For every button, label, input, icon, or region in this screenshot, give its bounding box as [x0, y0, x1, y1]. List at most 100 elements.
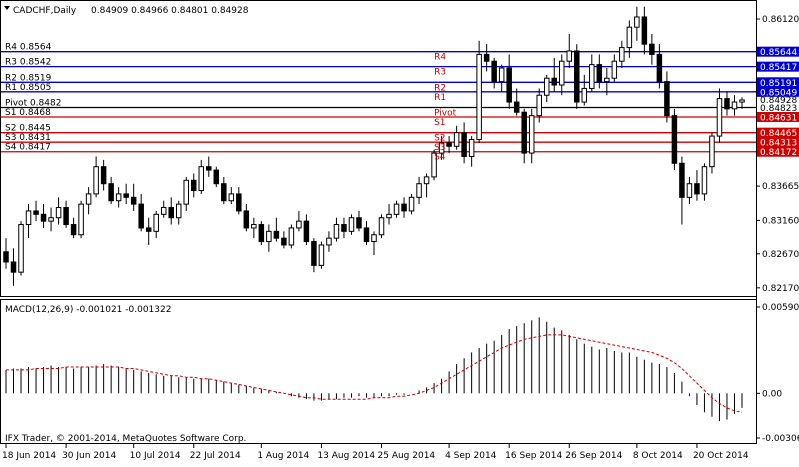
candle-bull: [498, 67, 505, 83]
candle-bear: [10, 261, 17, 273]
candle-bear: [551, 77, 557, 86]
time-tick-label: 13 Aug 2014: [317, 451, 375, 461]
candle-bull: [438, 142, 445, 154]
pivot-badge-text: 0.84631: [760, 114, 797, 124]
pivot-inline-label: R2: [434, 83, 446, 93]
candle-bear: [641, 16, 648, 45]
price-tick-label: 0.83665: [762, 182, 799, 192]
time-tick-label: 1 Aug 2014: [257, 451, 309, 461]
candle-bear: [130, 196, 137, 205]
candle-bear: [206, 166, 212, 171]
candle-bull: [559, 60, 565, 86]
candle-bull: [78, 203, 84, 236]
candle-bear: [63, 207, 69, 226]
candle-bear: [506, 67, 512, 103]
time-tick-label: 16 Sep 2014: [505, 451, 562, 461]
candle-bull: [93, 166, 99, 195]
candle-bear: [513, 101, 520, 113]
candle-bear: [191, 179, 197, 192]
candle-bear: [145, 227, 152, 232]
candle-bear: [491, 60, 497, 83]
time-tick-label: 10 Jul 2014: [130, 451, 181, 461]
candle-bull: [378, 217, 385, 236]
candle-bull: [589, 64, 595, 89]
pivot-left-label: S3 0.8431: [5, 133, 51, 143]
candle-bear: [213, 169, 220, 185]
candle-bull: [611, 60, 618, 79]
candle-bear: [236, 193, 242, 212]
candle-bull: [25, 210, 32, 226]
pivot-badge-text: 0.85191: [760, 79, 797, 89]
candle-bull: [581, 87, 588, 103]
macd-signal-line: [6, 334, 743, 413]
price-tick-label: 0.86120: [762, 15, 799, 25]
candle-bear: [461, 132, 467, 157]
candle-bull: [716, 98, 723, 137]
candle-bull: [468, 138, 475, 157]
pivot-badge-bg: [757, 146, 799, 157]
candle-bull: [408, 196, 415, 212]
pivot-badge-text: 0.85049: [760, 88, 797, 98]
pivot-badge-bg: [757, 112, 799, 123]
candle-bear: [108, 183, 114, 202]
time-tick-label: 22 Jul 2014: [190, 451, 241, 461]
candle-bear: [100, 166, 107, 185]
pivot-inline-label: R4: [434, 53, 446, 63]
candle-bull: [296, 220, 302, 229]
triangle-down-icon[interactable]: [4, 6, 10, 10]
candle-bull: [160, 207, 167, 215]
candle-bull: [386, 213, 392, 219]
candle-bull: [183, 179, 189, 205]
candle-bull: [348, 217, 355, 232]
pivot-inline-label: R1: [434, 93, 446, 103]
candle-bear: [656, 53, 663, 83]
candle-bear: [574, 50, 580, 103]
candle-bear: [483, 53, 490, 62]
symbol-timeframe: CADCHF,Daily: [13, 6, 77, 16]
time-tick-label: 26 Sep 2014: [565, 451, 622, 461]
time-tick-label: 25 Aug 2014: [378, 451, 436, 461]
candle-bear: [221, 183, 227, 202]
candle-bear: [40, 213, 47, 222]
candle-bull: [266, 230, 272, 243]
candle-bear: [446, 142, 452, 147]
candle-bear: [281, 237, 287, 246]
copyright-text: IFX Trader, © 2001-2014, MetaQuotes Soft…: [5, 434, 246, 444]
candle-bear: [273, 230, 280, 239]
candle-bull: [55, 207, 62, 219]
macd-axis-ticks: 0.005909 0.00 -0.003067: [756, 303, 799, 444]
candle-bull: [18, 224, 24, 273]
candle-bear: [671, 115, 678, 164]
pivot-inline-label: Pivot: [434, 108, 457, 118]
pivot-badge-bg: [757, 61, 799, 72]
pivot-badge-bg: [757, 86, 799, 97]
candle-bull: [634, 16, 640, 28]
candle-bear: [168, 207, 174, 219]
candle-bear: [694, 183, 700, 195]
time-tick-label: 4 Sep 2014: [445, 451, 497, 461]
pivot-level-lines: [1, 51, 756, 153]
macd-tick-label: -0.003067: [762, 434, 799, 444]
candle-bull: [318, 244, 325, 266]
candle-bull: [431, 152, 437, 178]
candle-bear: [521, 111, 527, 154]
price-tick-label: 0.83160: [762, 216, 799, 226]
time-tick-label: 20 Oct 2014: [693, 451, 749, 461]
time-tick-label: 8 Oct 2014: [633, 451, 683, 461]
candle-bull: [604, 77, 610, 83]
candle-bull: [228, 193, 235, 202]
price-tick-label: 0.82170: [762, 284, 799, 294]
candle-bull: [619, 47, 625, 62]
candle-bear: [649, 43, 655, 55]
macd-series: [5, 317, 743, 422]
pivot-left-label: S2 0.8445: [5, 124, 51, 134]
candle-bull: [536, 94, 542, 117]
time-tick-label: 30 Jun 2014: [62, 451, 116, 461]
candle-bear: [341, 224, 347, 232]
candle-bull: [85, 193, 92, 205]
candle-bear: [33, 210, 39, 215]
